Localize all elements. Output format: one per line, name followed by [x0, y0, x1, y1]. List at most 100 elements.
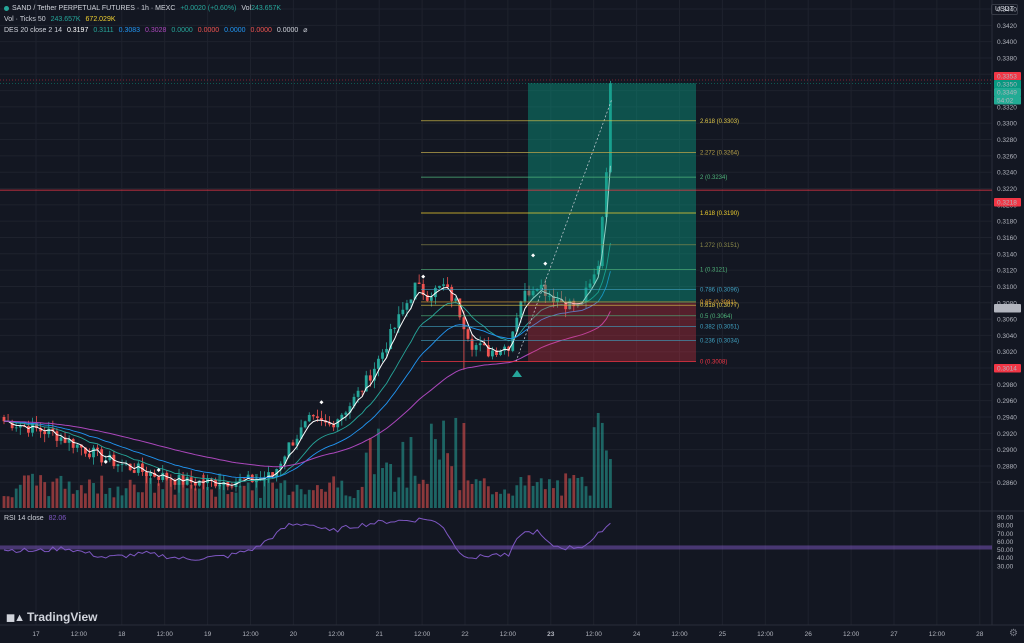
tradingview-logo-text: TradingView — [27, 610, 98, 624]
rsi-axis-label: 70.00 — [997, 531, 1014, 538]
volume-bar — [22, 475, 26, 508]
volume-bar — [206, 486, 209, 508]
position-target-zone — [528, 83, 696, 303]
des-suffix: ⌀ — [303, 27, 308, 34]
price-axis-label: 0.3260 — [997, 153, 1017, 160]
candle — [31, 417, 34, 437]
volume-bar — [539, 478, 543, 508]
candle-body — [491, 350, 494, 357]
volume-bar — [523, 485, 527, 508]
volume-bar — [434, 439, 437, 508]
candle-body — [592, 274, 596, 284]
candle — [381, 349, 384, 362]
des-line-fast — [4, 165, 611, 486]
volume-bar — [100, 475, 104, 508]
rsi-axis-label: 40.00 — [997, 555, 1014, 562]
volume-bar — [385, 462, 388, 508]
volume-bar — [372, 474, 376, 508]
rsi-axis-label: 80.00 — [997, 523, 1014, 530]
candle — [413, 282, 417, 300]
price-badge-bg — [994, 88, 1021, 97]
candle-body — [507, 346, 511, 351]
candle-body — [503, 346, 507, 351]
volume-bar — [47, 496, 51, 508]
volume-bar — [315, 485, 319, 508]
volume-bar — [51, 481, 55, 508]
des-legend[interactable]: DES 20 close 2 14 0.3197 0.3111 0.3083 0… — [4, 26, 310, 35]
candle-body — [287, 442, 291, 457]
volume-bar — [543, 489, 547, 508]
symbol-title[interactable]: SAND / Tether PERPETUAL FUTURES · 1h · M… — [12, 5, 176, 12]
price-badge-text: 0.3088 — [997, 306, 1017, 313]
volume-bar — [136, 492, 140, 508]
time-axis-label: 12:00 — [500, 631, 517, 638]
candle — [311, 414, 315, 420]
volume-bar — [226, 494, 230, 508]
candle-body — [515, 317, 519, 332]
volume-bar — [405, 487, 409, 508]
volume-bar — [267, 475, 270, 508]
candle-body — [486, 345, 490, 357]
candle-body — [425, 294, 429, 301]
volume-bar — [560, 495, 563, 508]
candle-body — [315, 416, 319, 419]
candle — [67, 435, 71, 451]
volume-bar — [291, 491, 295, 508]
price-axis-label: 0.3020 — [997, 349, 1017, 356]
volume-bar — [519, 476, 523, 508]
settings-gear-icon[interactable]: ⚙ — [1009, 628, 1018, 639]
price-axis-label: 0.3120 — [997, 268, 1017, 275]
volume-bar — [242, 485, 246, 508]
volume-bar — [478, 480, 482, 508]
candle — [348, 402, 352, 419]
volume-bar — [71, 493, 75, 508]
volume-bar — [202, 474, 205, 508]
volume-bar — [259, 497, 262, 508]
candle — [55, 428, 59, 447]
price-badge-text: 54:02 — [997, 98, 1014, 105]
candle — [377, 355, 380, 377]
currency-unit-button[interactable]: USDT — [990, 4, 1018, 15]
vol-ticks-legend[interactable]: Vol · Ticks 50 243.657K 672.029K — [4, 15, 119, 24]
candle — [173, 478, 177, 490]
volume-bar — [303, 494, 307, 508]
candle — [596, 260, 600, 275]
des-value: 0.3028 — [145, 27, 167, 34]
tradingview-logo[interactable]: ◼▲ TradingView — [6, 610, 98, 624]
candle-body — [92, 447, 95, 458]
header-vol-label: Vol — [241, 5, 252, 12]
volume-bar — [128, 479, 132, 508]
candle — [543, 279, 547, 304]
candle-body — [405, 303, 409, 310]
candle-body — [145, 471, 148, 476]
volume-bar — [92, 483, 95, 508]
candle — [63, 431, 67, 444]
symbol-legend: SAND / Tether PERPETUAL FUTURES · 1h · M… — [4, 4, 284, 13]
signal-diamond-icon — [103, 459, 108, 464]
candle — [75, 442, 79, 453]
volume-bar — [10, 497, 14, 508]
fib-level-label: 2 (0.3234) — [700, 175, 727, 181]
candle — [417, 274, 421, 285]
price-badge-bg — [994, 198, 1021, 207]
des-value: 0.0000 — [250, 27, 272, 34]
time-axis-label: 24 — [633, 631, 641, 638]
candle-body — [96, 447, 100, 450]
volume-bar — [149, 477, 152, 508]
rsi-value: 82.06 — [48, 515, 67, 522]
volume-bar — [299, 489, 303, 508]
volume-bar — [568, 478, 572, 508]
price-axis-label: 0.2960 — [997, 398, 1017, 405]
candle-body — [140, 463, 144, 472]
volume-bar — [454, 417, 458, 508]
price-badge: 0.3088 — [994, 304, 1021, 313]
candle — [332, 420, 336, 432]
rsi-legend[interactable]: RSI 14 close 82.06 — [4, 514, 69, 523]
volume-bar — [120, 495, 124, 508]
fib-level-label: 2.272 (0.3264) — [700, 151, 739, 157]
volume-bar — [596, 413, 600, 508]
signal-diamond-icon — [421, 274, 426, 279]
candle — [478, 336, 482, 352]
volume-bar — [401, 441, 405, 508]
